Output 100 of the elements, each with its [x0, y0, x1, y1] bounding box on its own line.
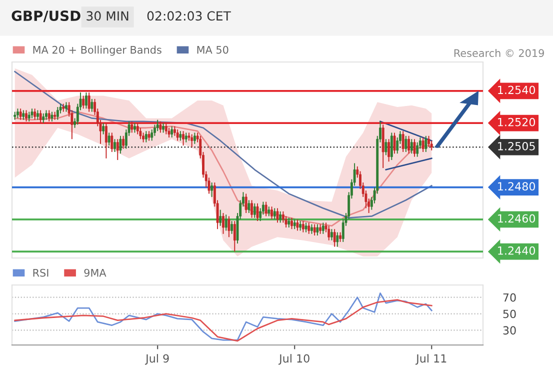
candlestick	[268, 206, 270, 217]
legend-label: MA 20 + Bollinger Bands	[33, 46, 162, 56]
candlestick	[179, 130, 182, 142]
candlestick	[162, 122, 164, 134]
candlestick	[154, 124, 156, 136]
candlestick	[88, 92, 90, 112]
candlestick	[164, 122, 168, 135]
text: Research © 2019	[454, 48, 544, 58]
text: 30 MIN	[86, 11, 128, 21]
candlestick	[413, 138, 416, 158]
candlestick	[159, 120, 162, 134]
candlestick	[142, 132, 145, 143]
candlestick	[42, 112, 45, 124]
candlestick	[174, 126, 176, 136]
candlestick	[122, 135, 125, 150]
candlestick	[222, 212, 224, 234]
candlestick	[410, 138, 413, 154]
candlestick	[416, 142, 419, 158]
candlestick	[248, 200, 250, 214]
candlestick	[276, 208, 279, 224]
candlestick	[302, 220, 304, 233]
candlestick	[256, 202, 259, 222]
candlestick	[28, 111, 30, 122]
candlestick	[65, 102, 68, 112]
ref-line-label: 1.2520	[498, 118, 536, 126]
candlestick	[384, 138, 388, 156]
candlestick	[408, 135, 410, 154]
candlestick	[299, 220, 302, 232]
candlestick	[102, 122, 105, 135]
candlestick	[422, 137, 424, 152]
candlestick	[19, 108, 22, 120]
candlestick	[144, 130, 148, 143]
candlestick	[36, 110, 39, 120]
candlestick	[404, 135, 408, 152]
candlestick	[48, 110, 50, 122]
candlestick	[253, 202, 256, 218]
candlestick	[296, 218, 299, 232]
candlestick	[114, 138, 116, 152]
candlestick	[34, 108, 36, 120]
ref-line-label: 1.2440	[498, 246, 536, 255]
candlestick	[210, 182, 214, 198]
candlestick	[244, 193, 248, 214]
candlestick	[82, 95, 85, 110]
y-tick-label: 70	[503, 293, 516, 302]
candlestick	[168, 127, 170, 138]
candlestick	[134, 122, 136, 134]
candlestick	[233, 220, 236, 252]
candlestick	[290, 217, 293, 230]
candlestick	[182, 130, 184, 146]
candlestick	[139, 127, 142, 140]
legend-label: RSI	[33, 268, 48, 277]
candlestick	[264, 201, 268, 217]
candlestick	[282, 210, 284, 224]
candlestick	[119, 135, 122, 154]
candlestick	[288, 217, 290, 228]
text: 02:02:03 CET	[147, 11, 231, 21]
candlestick	[30, 108, 34, 119]
candlestick	[322, 222, 324, 234]
candlestick	[402, 130, 404, 152]
candlestick	[170, 126, 174, 138]
candlestick	[279, 210, 282, 224]
candlestick	[22, 110, 25, 120]
legend-label: MA 50	[197, 46, 228, 54]
candlestick	[388, 138, 390, 162]
candlestick	[230, 220, 234, 234]
candlestick	[270, 206, 273, 220]
candlestick	[16, 108, 19, 119]
candlestick	[316, 224, 319, 236]
candlestick	[304, 222, 308, 233]
candlestick	[193, 132, 196, 144]
ref-line-label: 1.2480	[498, 182, 536, 191]
candlestick	[308, 222, 310, 234]
candlestick	[393, 132, 396, 154]
candlestick	[273, 208, 276, 220]
line-series	[14, 299, 432, 342]
candlestick	[390, 132, 393, 160]
candlestick	[176, 128, 179, 142]
y-tick-label: 30	[503, 326, 516, 335]
candlestick	[104, 122, 108, 159]
candlestick	[219, 209, 222, 226]
candlestick	[136, 122, 139, 135]
candlestick	[228, 216, 230, 238]
candlestick	[50, 111, 54, 122]
candlestick	[430, 140, 433, 151]
candlestick	[250, 200, 253, 218]
candlestick	[90, 98, 94, 112]
candlestick	[184, 132, 188, 143]
chart-title: GBP/USD	[12, 10, 80, 22]
legend-label: 9MA	[84, 268, 106, 277]
candlestick	[148, 130, 150, 142]
y-tick-label: 50	[503, 310, 516, 318]
candlestick	[130, 120, 134, 134]
candlestick	[85, 92, 88, 110]
candlestick	[330, 228, 333, 241]
candlestick	[319, 224, 322, 234]
candlestick	[293, 218, 296, 230]
candlestick	[224, 214, 228, 232]
candlestick	[313, 224, 316, 236]
candlestick	[333, 228, 336, 248]
x-tick-label: Jul 11	[416, 354, 446, 365]
